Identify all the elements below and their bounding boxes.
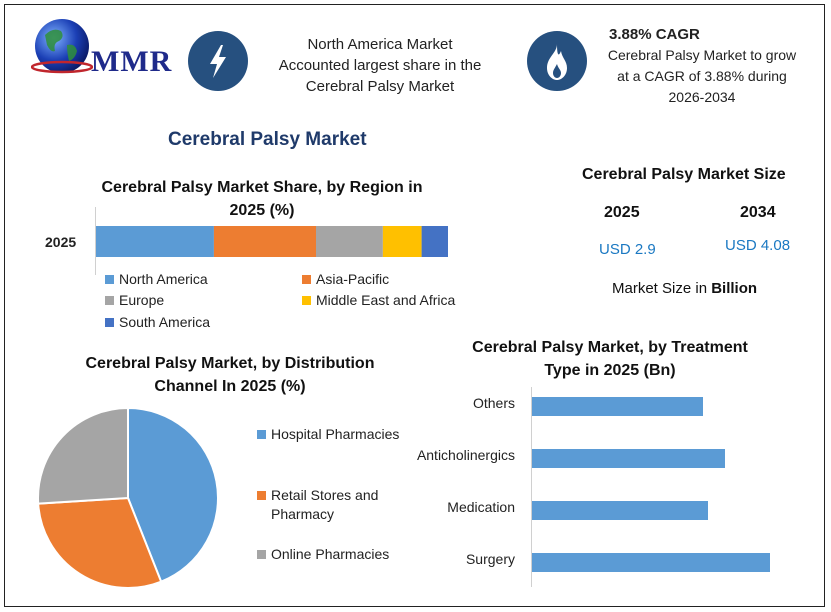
- distribution-legend-item: Hospital Pharmacies: [257, 425, 407, 444]
- region-bar-segment-europe: [316, 226, 383, 257]
- region-chart-title-line2: 2025 (%): [229, 202, 295, 219]
- distribution-pie: [37, 406, 219, 589]
- region-chart-title: Cerebral Palsy Market Share, by Region i…: [87, 176, 437, 222]
- treatment-chart-title: Cerebral Palsy Market, by Treatment Type…: [445, 336, 775, 382]
- treatment-bar-others: [532, 397, 704, 416]
- legend-swatch: [105, 295, 114, 305]
- distribution-legend-item: Retail Stores and Pharmacy: [257, 486, 407, 524]
- region-legend-item: North America: [105, 271, 208, 287]
- region-legend-label: Asia-Pacific: [316, 271, 390, 287]
- distribution-chart-title-line1: Cerebral Palsy Market, by Distribution: [85, 355, 375, 372]
- distribution-legend-label: Online Pharmacies: [271, 546, 390, 562]
- market-size-year2: 2034: [740, 204, 776, 221]
- distribution-legend-label: Retail Stores and Pharmacy: [271, 487, 379, 522]
- region-legend-label: North America: [119, 271, 208, 287]
- distribution-legend-item: Online Pharmacies: [257, 545, 407, 564]
- cagr-heading: 3.88% CAGR: [609, 26, 700, 43]
- market-size-value2: USD 4.08: [725, 237, 791, 254]
- pie-slice-hospital-pharmacies: [127, 406, 219, 583]
- market-size-title: Cerebral Palsy Market Size: [582, 166, 786, 183]
- legend-swatch: [105, 317, 114, 327]
- region-legend-item: South America: [105, 314, 210, 330]
- legend-swatch: [257, 430, 266, 439]
- cagr-line3: 2026-2034: [668, 89, 736, 105]
- flame-icon: [547, 44, 567, 80]
- treatment-chart-title-line2: Type in 2025 (Bn): [544, 362, 676, 379]
- market-size-note: Market Size in Billion: [612, 280, 757, 297]
- distribution-chart-title-line2: Channel In 2025 (%): [154, 378, 306, 395]
- logo-text: MMR: [91, 45, 173, 78]
- highlight-region: North America Market Accounted largest s…: [260, 34, 500, 97]
- legend-swatch: [302, 274, 311, 284]
- region-bar-segment-middle-east-and-africa: [382, 226, 422, 257]
- market-size-value1: USD 2.9: [599, 241, 656, 258]
- region-legend-item: Europe: [105, 292, 164, 308]
- highlight-region-line1: North America Market: [307, 36, 453, 53]
- legend-swatch: [257, 550, 266, 559]
- market-size-year1: 2025: [604, 204, 640, 221]
- treatment-bar-anticholinergics: [532, 449, 725, 468]
- pie-slice-online-pharmacies: [37, 406, 129, 505]
- treatment-category-label: Surgery: [465, 551, 515, 567]
- treatment-bar-medication: [532, 501, 709, 520]
- region-bar-segment-north-america: [96, 226, 214, 257]
- treatment-chart-title-line1: Cerebral Palsy Market, by Treatment: [472, 339, 748, 356]
- market-size-note-prefix: Market Size in: [612, 280, 712, 297]
- infographic-frame: MMR North America Market Accounted large…: [4, 4, 825, 607]
- treatment-bar-surgery: [532, 553, 770, 572]
- region-stacked-bar: [96, 226, 448, 257]
- lightning-icon: [210, 45, 226, 78]
- pie-slice-retail-stores-and-pharmacy: [37, 496, 163, 589]
- lightning-badge: [188, 31, 248, 91]
- globe-logo-icon: [31, 19, 93, 74]
- region-legend-label: South America: [119, 314, 211, 330]
- highlight-region-line3: Cerebral Palsy Market: [305, 78, 455, 95]
- treatment-category-label: Others: [472, 395, 515, 411]
- region-legend-label: Europe: [119, 292, 165, 308]
- region-bar-segment-south-america: [421, 226, 448, 257]
- distribution-legend-label: Hospital Pharmacies: [271, 426, 400, 442]
- treatment-category-label: Anticholinergics: [416, 447, 515, 463]
- treatment-category-label: Medication: [447, 499, 515, 515]
- legend-swatch: [105, 274, 114, 284]
- region-legend-label: Middle East and Africa: [316, 292, 456, 308]
- legend-swatch: [257, 491, 266, 500]
- market-size-note-unit: Billion: [711, 280, 758, 297]
- region-legend-item: Asia-Pacific: [302, 271, 389, 287]
- treatment-axis-line: [531, 387, 532, 587]
- highlight-region-line2: Accounted largest share in the: [278, 57, 482, 74]
- distribution-chart-title: Cerebral Palsy Market, by Distribution C…: [65, 352, 395, 398]
- region-axis-line: [95, 207, 96, 275]
- flame-badge: [527, 31, 587, 91]
- highlight-cagr: 3.88% CAGR Cerebral Palsy Market to grow…: [597, 24, 807, 108]
- region-legend-item: Middle East and Africa: [302, 292, 455, 308]
- region-bar-segment-asia-pacific: [213, 226, 316, 257]
- region-bar-category: 2025: [45, 234, 77, 250]
- cagr-line2: at a CAGR of 3.88% during: [617, 68, 787, 84]
- region-chart-title-line1: Cerebral Palsy Market Share, by Region i…: [101, 179, 423, 196]
- main-title: Cerebral Palsy Market: [168, 129, 367, 150]
- cagr-line1: Cerebral Palsy Market to grow: [607, 47, 797, 63]
- legend-swatch: [302, 295, 311, 305]
